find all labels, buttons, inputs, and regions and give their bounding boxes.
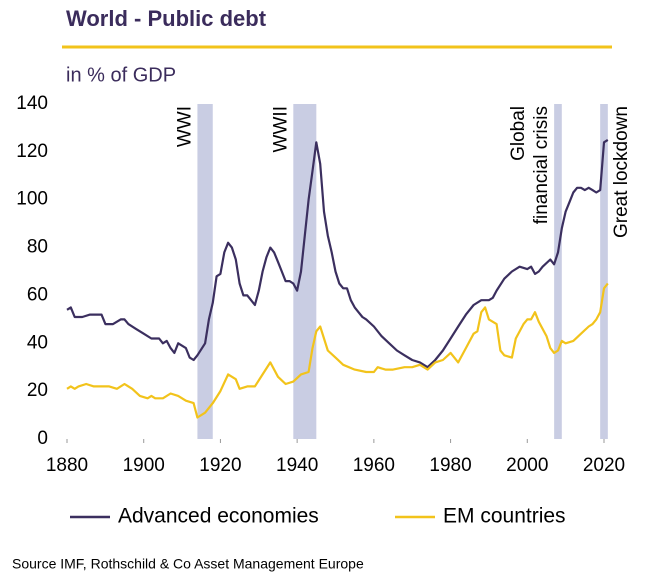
series-line (66, 282, 609, 419)
shaded-period (293, 104, 317, 439)
period-label: WWII (270, 106, 291, 152)
x-tick-label: 1900 (123, 455, 165, 476)
y-tick-label: 80 (27, 237, 48, 258)
source-note: Source IMF, Rothschild & Co Asset Manage… (12, 556, 364, 572)
x-tick-label: 1880 (46, 455, 88, 476)
series-line (66, 138, 609, 369)
x-tick-label: 1920 (199, 455, 241, 476)
x-tick-label: 1940 (276, 455, 318, 476)
shaded-period (600, 104, 608, 439)
period-label: Global (508, 106, 529, 161)
period-label: Great lockdown (611, 106, 632, 238)
chart-title: World - Public debt (66, 6, 267, 31)
x-tick-label: 1960 (353, 455, 395, 476)
y-tick-label: 60 (27, 284, 48, 305)
shaded-period (554, 104, 562, 439)
y-tick-label: 100 (16, 189, 48, 210)
y-tick-label: 40 (27, 332, 48, 353)
legend-label: EM countries (443, 505, 566, 528)
x-tick-label: 2020 (583, 455, 625, 476)
y-tick-label: 120 (16, 141, 48, 162)
y-tick-label: 0 (37, 428, 48, 449)
period-label: WWI (174, 106, 195, 147)
legend-label: Advanced economies (118, 505, 319, 528)
x-tick-label: 1980 (429, 455, 471, 476)
y-tick-label: 20 (27, 380, 48, 401)
shaded-period (197, 104, 213, 439)
period-label: financial crisis (531, 106, 552, 224)
x-tick-label: 2000 (506, 455, 548, 476)
subtitle: in % of GDP (66, 64, 176, 86)
y-tick-label: 140 (16, 93, 48, 114)
